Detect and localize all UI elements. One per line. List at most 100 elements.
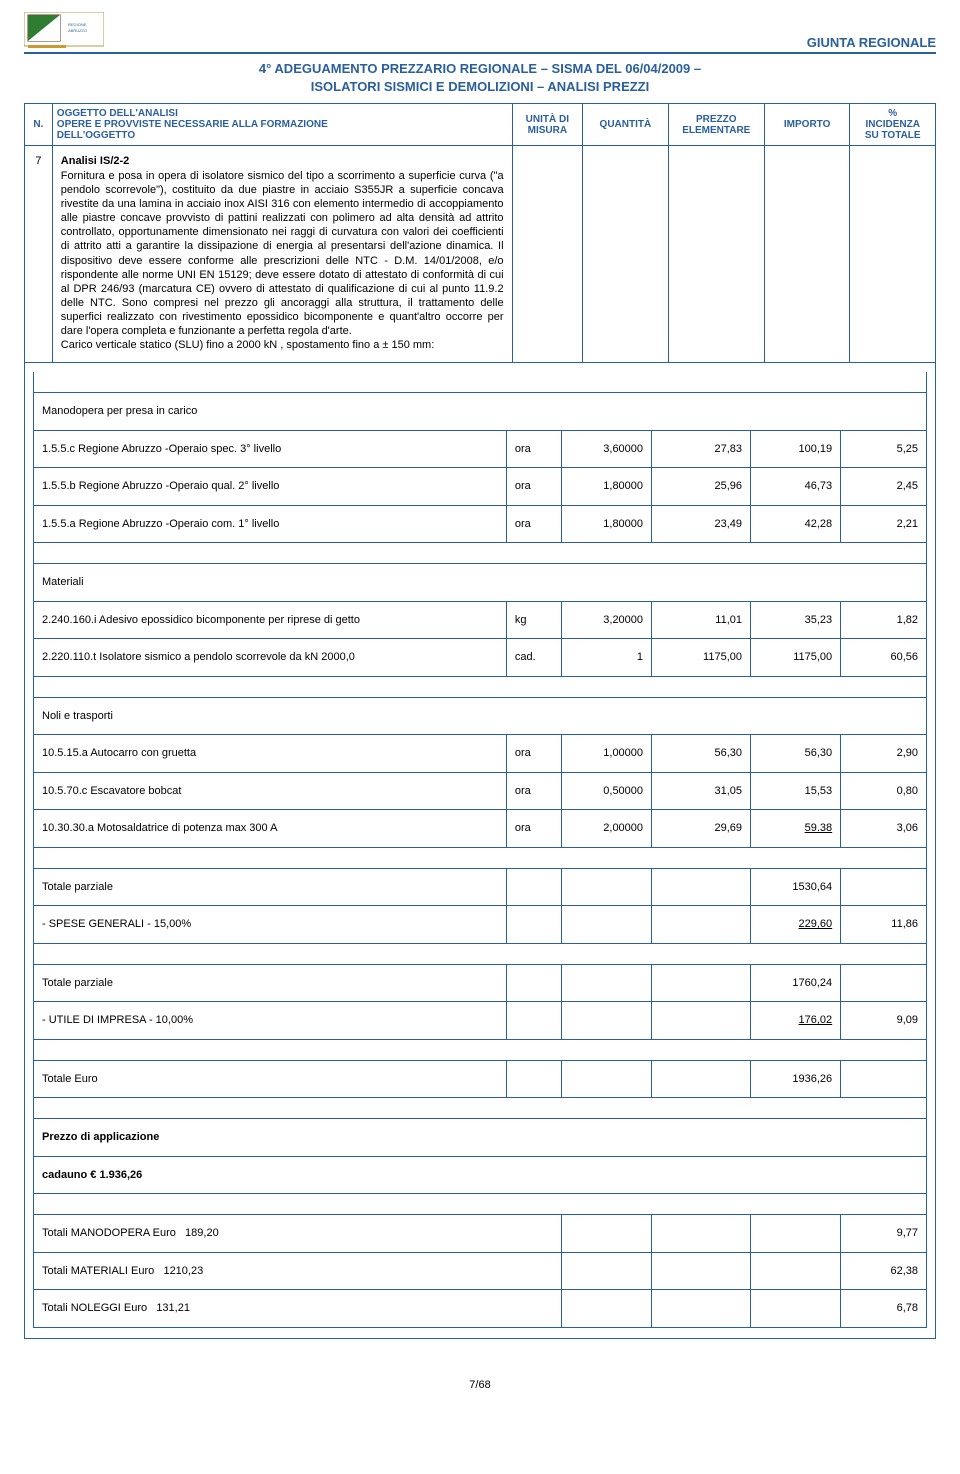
line-um: ora [506, 468, 561, 506]
line-um: cad. [506, 639, 561, 677]
line-imp: 56,30 [751, 735, 841, 773]
line-pe: 11,01 [652, 601, 751, 639]
item-row: 7 Analisi IS/2-2 Fornitura e posa in ope… [25, 145, 936, 363]
totals-inc: 62,38 [841, 1252, 927, 1290]
inner-grid: Manodopera per presa in carico 1.5.5.c R… [33, 372, 927, 1328]
line-imp: 59.38 [751, 810, 841, 848]
line-item: 10.30.30.a Motosaldatrice di potenza max… [34, 810, 927, 848]
totale-parziale-1-label: Totale parziale [34, 868, 507, 906]
totals-inc: 9,77 [841, 1215, 927, 1253]
totale-parziale-1-val: 1530,64 [751, 868, 841, 906]
col-n: N. [25, 104, 53, 146]
line-um: ora [506, 505, 561, 543]
totals-row: Totali MATERIALI Euro 1210,23 62,38 [34, 1252, 927, 1290]
line-um: ora [506, 772, 561, 810]
line-inc: 2,90 [841, 735, 927, 773]
line-item: 1.5.5.b Regione Abruzzo -Operaio qual. 2… [34, 468, 927, 506]
utile-impresa-val: 176,02 [751, 1002, 841, 1040]
col-importo: IMPORTO [764, 104, 850, 146]
line-qt: 1,00000 [561, 735, 651, 773]
line-pe: 29,69 [652, 810, 751, 848]
col-unita: UNITÀ DI MISURA [512, 104, 583, 146]
totale-euro-val: 1936,26 [751, 1060, 841, 1098]
line-desc: 2.240.160.i Adesivo epossidico bicompone… [34, 601, 507, 639]
item-description-2: Carico verticale statico (SLU) fino a 20… [61, 338, 504, 352]
line-imp: 35,23 [751, 601, 841, 639]
line-desc: 10.5.15.a Autocarro con gruetta [34, 735, 507, 773]
line-item: 10.5.15.a Autocarro con gruettaora1,0000… [34, 735, 927, 773]
line-inc: 2,21 [841, 505, 927, 543]
line-imp: 42,28 [751, 505, 841, 543]
line-pe: 23,49 [652, 505, 751, 543]
line-desc: 10.30.30.a Motosaldatrice di potenza max… [34, 810, 507, 848]
line-item: 2.240.160.i Adesivo epossidico bicompone… [34, 601, 927, 639]
line-item: 1.5.5.c Regione Abruzzo -Operaio spec. 3… [34, 430, 927, 468]
prezzo-applicazione-l1: Prezzo di applicazione [34, 1119, 927, 1157]
line-pe: 25,96 [652, 468, 751, 506]
line-qt: 1,80000 [561, 505, 651, 543]
line-qt: 3,60000 [561, 430, 651, 468]
line-inc: 60,56 [841, 639, 927, 677]
region-logo: REGIONE ABRUZZO [24, 12, 104, 50]
line-item: 1.5.5.a Regione Abruzzo -Operaio com. 1°… [34, 505, 927, 543]
item-code: Analisi IS/2-2 [61, 155, 504, 167]
line-imp: 15,53 [751, 772, 841, 810]
item-number: 7 [25, 145, 53, 363]
spese-generali-val: 229,60 [751, 906, 841, 944]
page: REGIONE ABRUZZO GIUNTA REGIONALE 4° ADEG… [0, 0, 960, 1415]
line-inc: 0,80 [841, 772, 927, 810]
svg-text:REGIONE: REGIONE [68, 22, 87, 27]
line-inc: 5,25 [841, 430, 927, 468]
giunta-label: GIUNTA REGIONALE [807, 35, 936, 50]
title-line1: 4° ADEGUAMENTO PREZZARIO REGIONALE – SIS… [259, 61, 701, 76]
page-number: 7/68 [24, 1379, 936, 1391]
totals-label: Totali MANODOPERA Euro 189,20 [34, 1215, 562, 1253]
line-qt: 0,50000 [561, 772, 651, 810]
details-table: Manodopera per presa in carico 1.5.5.c R… [24, 362, 936, 1339]
col-incidenza: % INCIDENZA SU TOTALE [850, 104, 936, 146]
prezzo-applicazione-l2: cadauno € 1.936,26 [34, 1156, 927, 1194]
line-imp: 46,73 [751, 468, 841, 506]
line-qt: 2,00000 [561, 810, 651, 848]
totale-euro-label: Totale Euro [34, 1060, 507, 1098]
line-um: ora [506, 810, 561, 848]
line-desc: 10.5.70.c Escavatore bobcat [34, 772, 507, 810]
svg-text:ABRUZZO: ABRUZZO [68, 28, 87, 33]
line-pe: 27,83 [652, 430, 751, 468]
spese-generali-inc: 11,86 [841, 906, 927, 944]
line-desc: 1.5.5.b Regione Abruzzo -Operaio qual. 2… [34, 468, 507, 506]
line-desc: 1.5.5.c Regione Abruzzo -Operaio spec. 3… [34, 430, 507, 468]
line-pe: 1175,00 [652, 639, 751, 677]
column-header-table: N. OGGETTO DELL'ANALISI OPERE E PROVVIST… [24, 103, 936, 146]
line-imp: 100,19 [751, 430, 841, 468]
line-um: ora [506, 430, 561, 468]
line-item: 2.220.110.t Isolatore sismico a pendolo … [34, 639, 927, 677]
line-item: 10.5.70.c Escavatore bobcatora0,5000031,… [34, 772, 927, 810]
line-pe: 56,30 [652, 735, 751, 773]
line-inc: 1,82 [841, 601, 927, 639]
line-um: kg [506, 601, 561, 639]
totals-inc: 6,78 [841, 1290, 927, 1328]
totals-label: Totali MATERIALI Euro 1210,23 [34, 1252, 562, 1290]
item-description-cell: Analisi IS/2-2 Fornitura e posa in opera… [52, 145, 512, 363]
line-desc: 1.5.5.a Regione Abruzzo -Operaio com. 1°… [34, 505, 507, 543]
utile-impresa-inc: 9,09 [841, 1002, 927, 1040]
totals-label: Totali NOLEGGI Euro 131,21 [34, 1290, 562, 1328]
spese-generali-label: - SPESE GENERALI - 15,00% [34, 906, 507, 944]
col-quantita: QUANTITÀ [583, 104, 669, 146]
manodopera-title: Manodopera per presa in carico [34, 393, 927, 431]
line-qt: 3,20000 [561, 601, 651, 639]
totals-row: Totali NOLEGGI Euro 131,21 6,78 [34, 1290, 927, 1328]
line-qt: 1,80000 [561, 468, 651, 506]
noli-title: Noli e trasporti [34, 697, 927, 735]
item-description-table: 7 Analisi IS/2-2 Fornitura e posa in ope… [24, 145, 936, 363]
line-desc: 2.220.110.t Isolatore sismico a pendolo … [34, 639, 507, 677]
line-um: ora [506, 735, 561, 773]
utile-impresa-label: - UTILE DI IMPRESA - 10,00% [34, 1002, 507, 1040]
materiali-title: Materiali [34, 564, 927, 602]
header-bar: REGIONE ABRUZZO GIUNTA REGIONALE [24, 12, 936, 54]
document-title: 4° ADEGUAMENTO PREZZARIO REGIONALE – SIS… [24, 60, 936, 95]
item-description: Fornitura e posa in opera di isolatore s… [61, 169, 504, 338]
col-prezzo: PREZZO ELEMENTARE [668, 104, 764, 146]
col-oggetto: OGGETTO DELL'ANALISI OPERE E PROVVISTE N… [52, 104, 512, 146]
